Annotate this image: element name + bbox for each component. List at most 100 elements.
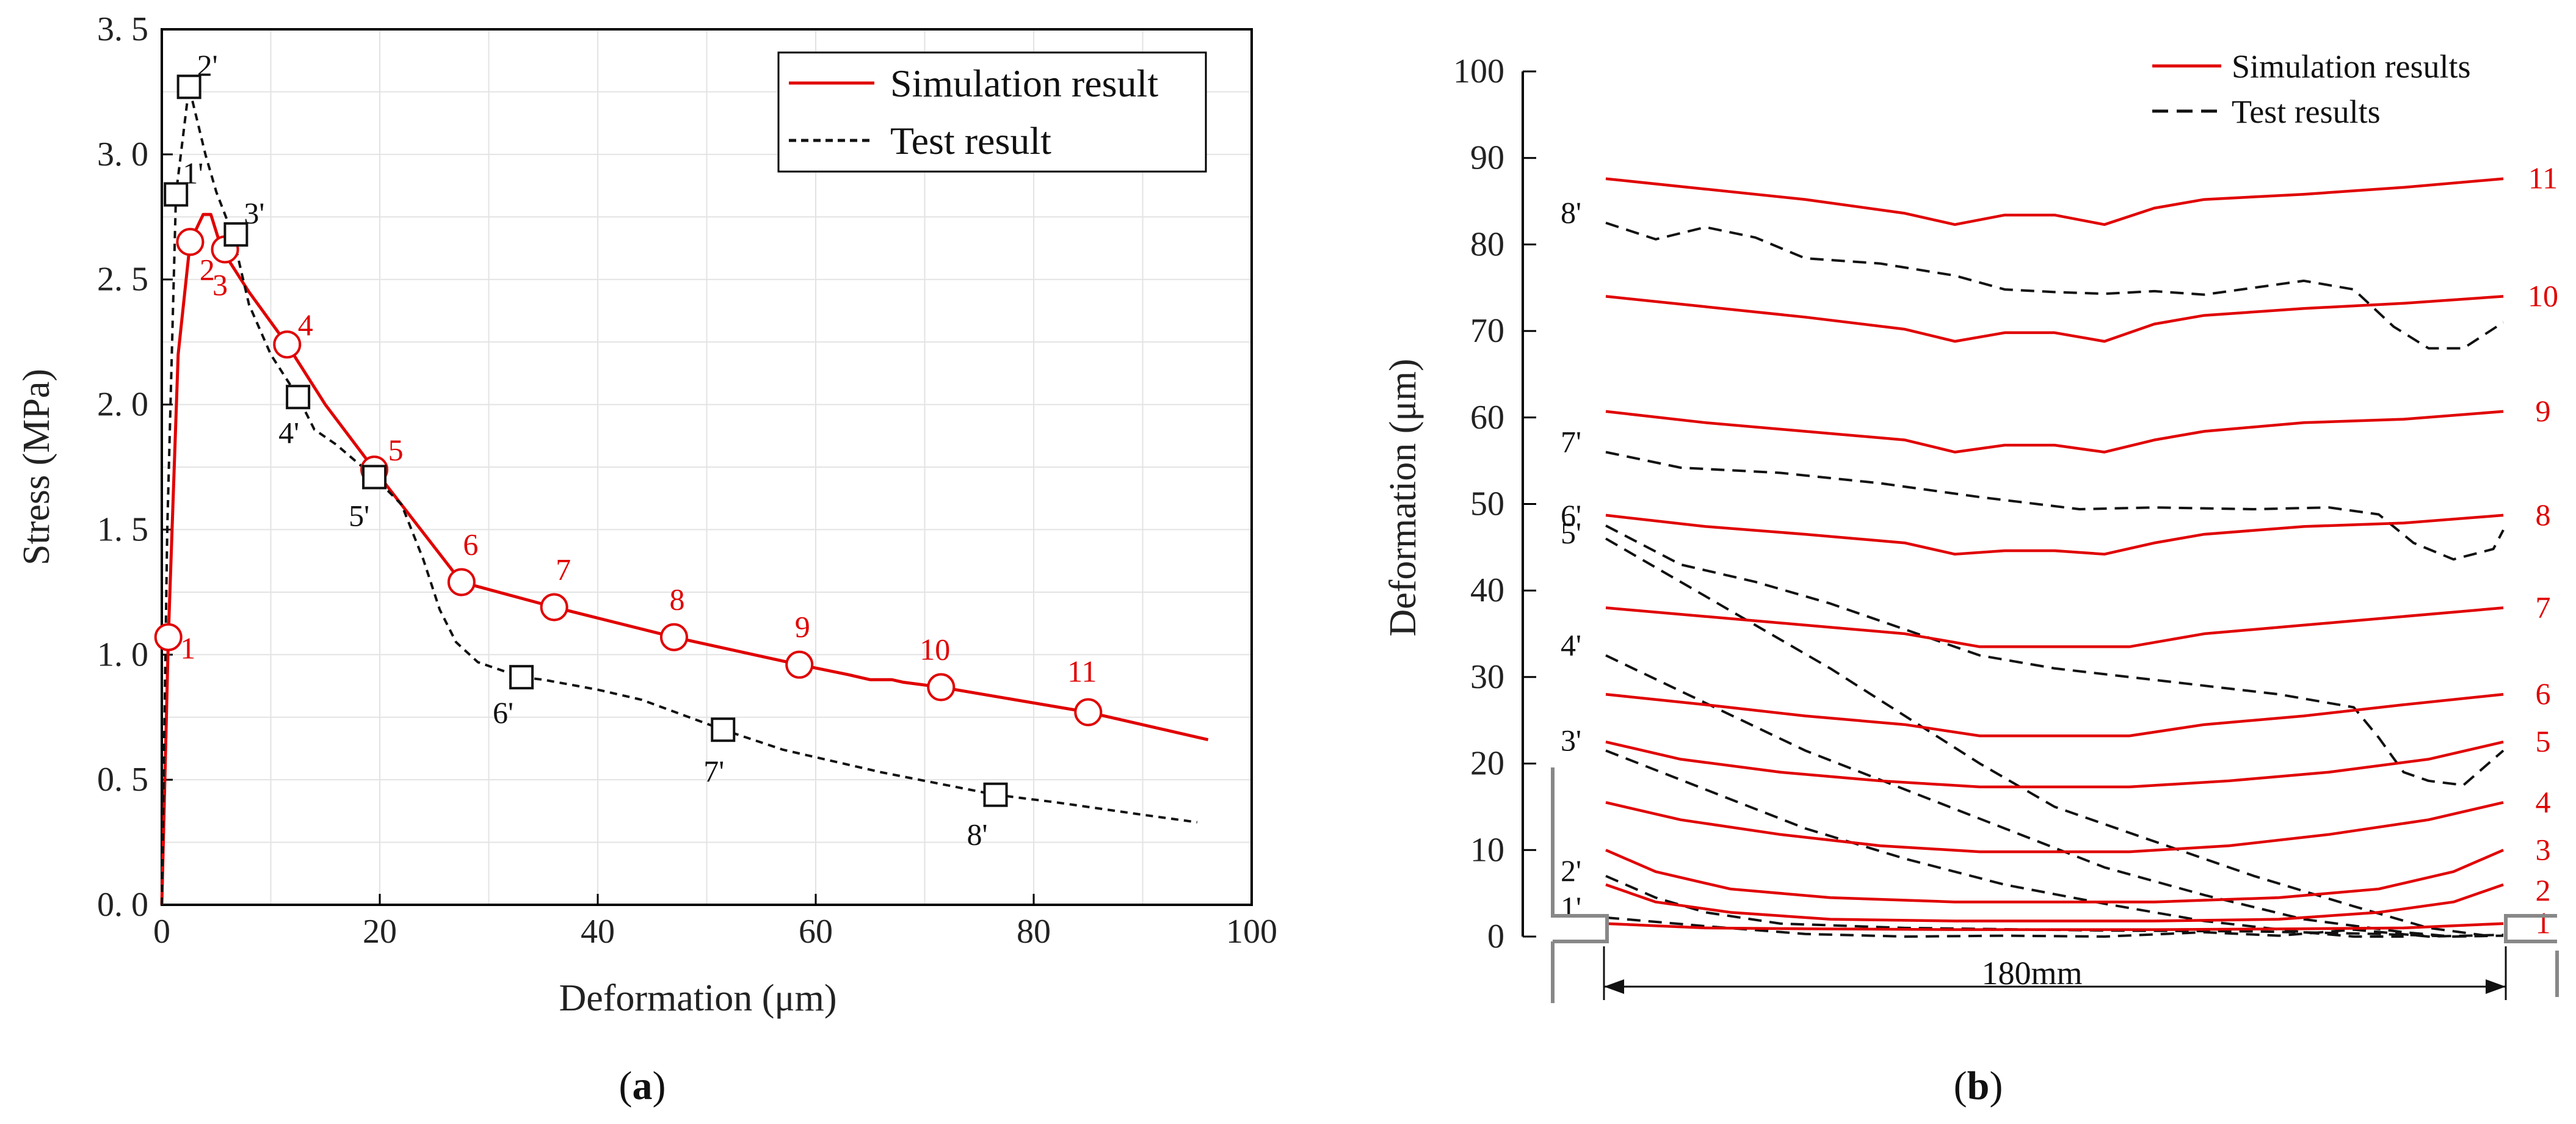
- simulation-point-label: 7: [556, 552, 571, 586]
- dimension-label: 180mm: [1981, 955, 2082, 992]
- test-point-2p: [176, 74, 201, 100]
- y-tick-label-b: 60: [1470, 399, 1504, 437]
- simulation-curve-8: [1605, 513, 2504, 556]
- series-a: [160, 85, 1209, 905]
- panel-letter-a: a: [633, 1064, 653, 1108]
- panel-b: 0 10 20 30 40 50 60 70 80 90 100 12 3 4 5 6 7 8 9 10 11 1'2'…: [1382, 48, 2559, 1108]
- panel-label-text-a: (a): [619, 1064, 666, 1108]
- y-tick-label-b: 90: [1470, 139, 1504, 177]
- test-curve-6p: [1605, 524, 2505, 787]
- test-point-1p: [164, 182, 189, 207]
- ticks-a: 0 20 40 60 80 100 0. 0 0. 5 1. 0 1. 5 2. 0 2. 5 3. 0…: [97, 10, 1277, 951]
- axis-b: 0 10 20 30 40 50 60 70 80 90 100: [1453, 53, 1536, 955]
- curve-labels-b: 12 3 4 5 6 7 8 9 10 11 1'2' 3' 4' 5'6' 7' 8': [1561, 161, 2558, 940]
- y-tick-label: 3. 5: [97, 10, 148, 48]
- test-curve-label-b: 4': [1561, 628, 1581, 662]
- test-curve-label-b: 1': [1561, 890, 1581, 924]
- legend-label-simulation-a: Simulation result: [890, 62, 1158, 105]
- simulation-curve-3: [1605, 849, 2504, 904]
- simulation-curve-2: [1605, 883, 2504, 923]
- simulation-curve-7: [1605, 606, 2504, 648]
- simulation-curve-label-b: 7: [2536, 590, 2551, 625]
- test-point-5p: [362, 465, 387, 490]
- support-left: [1551, 767, 1609, 1003]
- test-curve-label-b: 3': [1561, 723, 1581, 757]
- panel-label-a: (a): [619, 1064, 666, 1108]
- simulation-point-6: [447, 568, 476, 596]
- simulation-point-9: [785, 650, 814, 679]
- y-tick-label: 1. 5: [97, 510, 148, 548]
- simulation-point-label: 5: [388, 433, 404, 467]
- test-point-label: 8': [967, 818, 988, 852]
- simulation-point-1: [154, 623, 183, 651]
- simulation-curve-11: [1605, 177, 2504, 227]
- y-tick-label-b: 30: [1470, 658, 1504, 696]
- test-point-3p: [223, 222, 249, 247]
- x-tick-label: 40: [581, 913, 615, 951]
- test-curve-5p: [1605, 537, 2494, 938]
- legend-box-a: [777, 51, 1207, 173]
- simulation-curve-label-b: 3: [2536, 832, 2551, 866]
- simulation-curve-label-b: 2: [2536, 873, 2551, 907]
- simulation-curve-label-b: 10: [2528, 278, 2558, 313]
- test-curve-label-b: 8': [1561, 195, 1581, 230]
- plot-frame-a: [161, 28, 1253, 906]
- test-point-label: 1': [183, 156, 203, 190]
- simulation-curve-label-b: 1: [2536, 906, 2551, 940]
- test-point-label: 4': [278, 415, 299, 449]
- test-point-4p: [286, 385, 311, 410]
- simulation-curve-label-b: 4: [2536, 785, 2551, 819]
- support-left-upper: [1551, 767, 1609, 943]
- simulation-point-label: 3: [212, 268, 228, 302]
- legend-label-test-b: Test results: [2232, 93, 2381, 130]
- test-curve-label-b: 2': [1561, 854, 1581, 888]
- dimension-arrow-left: [1604, 979, 1624, 994]
- simulation-point-4: [273, 330, 302, 359]
- test-curve-3p: [1605, 749, 2404, 938]
- x-tick-label: 0: [153, 913, 170, 951]
- test-point-label: 5': [349, 498, 369, 532]
- simulation-curve-label-b: 11: [2528, 161, 2558, 195]
- simulation-curve-9: [1605, 410, 2504, 454]
- simulation-point-11: [1074, 698, 1103, 727]
- y-tick-label-b: 0: [1487, 918, 1504, 955]
- support-right: [2504, 914, 2559, 997]
- y-tick-label-b: 40: [1470, 571, 1504, 609]
- panel-a: 0 20 40 60 80 100 0. 0 0. 5 1. 0 1. 5 2. 0 2. 5 3. 0…: [16, 10, 1277, 1108]
- simulation-point-10: [927, 673, 956, 702]
- test-point-label: 6': [493, 695, 513, 730]
- simulation-point-label: 10: [920, 633, 950, 667]
- legend-a: Simulation result Test result: [777, 51, 1207, 173]
- y-tick-label: 3. 0: [97, 136, 148, 173]
- simulation-point-label: 8: [669, 582, 684, 617]
- x-tick-label: 60: [799, 913, 833, 951]
- y-tick-label-b: 70: [1470, 312, 1504, 350]
- dimension-arrow-right: [2486, 979, 2506, 994]
- simulation-point-label: 1: [180, 631, 195, 665]
- test-curve-4p: [1605, 654, 2454, 938]
- curves-b: [1605, 177, 2505, 938]
- simulation-curve-label-b: 5: [2536, 724, 2551, 758]
- simulation-curve-label-b: 6: [2536, 676, 2551, 711]
- test-curve-label-b: 5': [1561, 516, 1581, 550]
- simulation-point-label: 11: [1067, 654, 1097, 689]
- x-tick-label: 100: [1226, 913, 1277, 951]
- simulation-point-label: 2: [200, 252, 215, 286]
- simulation-curve-5: [1605, 740, 2504, 789]
- dimension-180mm: 180mm: [1603, 946, 2507, 1000]
- y-tick-label: 0. 0: [97, 886, 148, 924]
- y-tick-label-b: 10: [1470, 831, 1504, 869]
- legend-label-simulation-b: Simulation results: [2232, 48, 2471, 85]
- y-tick-label: 2. 5: [97, 261, 148, 299]
- test-point-6p: [509, 665, 534, 690]
- simulation-point-label: 9: [795, 610, 810, 644]
- test-curve-1p: [1605, 916, 2504, 938]
- simulation-line-a: [160, 212, 1209, 905]
- simulation-curve-4: [1605, 801, 2504, 854]
- y-tick-label: 1. 0: [97, 636, 148, 673]
- simulation-curve-1: [1605, 922, 2504, 931]
- simulation-curve-label-b: 8: [2536, 498, 2551, 532]
- y-tick-label: 0. 5: [97, 761, 148, 799]
